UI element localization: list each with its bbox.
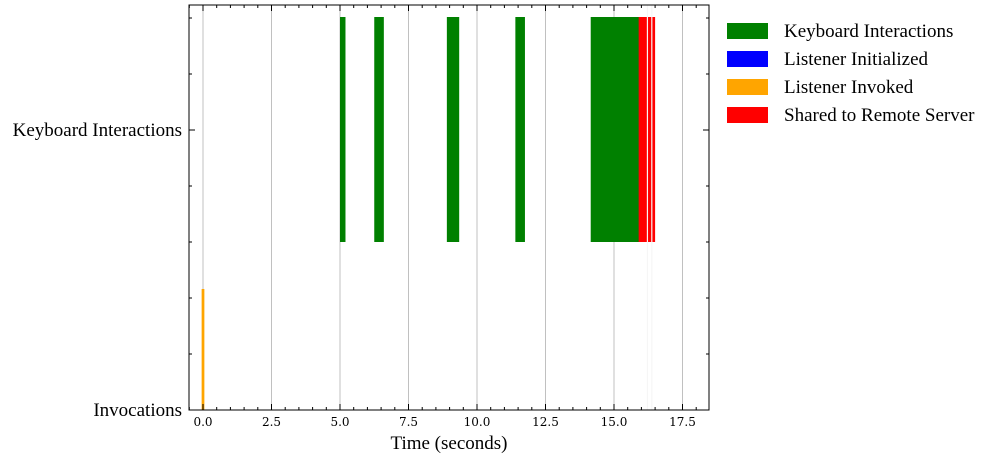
legend-label-1: Listener Initialized [784, 49, 929, 70]
legend-swatch-2 [727, 79, 768, 95]
bar-listener-invoked-0 [201, 289, 205, 410]
x-tick-label-7: 17.5 [669, 415, 696, 429]
x-tick-label-3: 7.5 [399, 415, 418, 429]
legend-label-2: Listener Invoked [784, 77, 914, 98]
legend-swatch-0 [727, 23, 768, 39]
x-axis-label: Time (seconds) [391, 433, 508, 454]
bar-keyboard-interactions-2 [446, 17, 460, 242]
x-tick-label-0: 0.0 [193, 415, 212, 429]
axis-ticks: 0.0 2.5 5.0 7.5 10.0 12.5 15.0 17.5 [188, 5, 697, 429]
x-tick-label-2: 5.0 [330, 415, 349, 429]
x-tick-label-5: 12.5 [532, 415, 559, 429]
legend-label-0: Keyboard Interactions [784, 21, 953, 42]
legend-swatch-3 [727, 107, 768, 123]
bar-keyboard-interactions-3 [515, 17, 525, 242]
legend-swatch-1 [727, 51, 768, 67]
legend: Keyboard Interactions Listener Initialize… [727, 21, 975, 126]
y-tick-label-1: Keyboard Interactions [13, 120, 182, 141]
y-axis-ticks: Invocations Keyboard Interactions [13, 17, 709, 421]
bar-keyboard-interactions-1 [374, 17, 384, 242]
x-tick-label-6: 15.0 [601, 415, 628, 429]
bar-keyboard-interactions-0 [340, 17, 346, 242]
legend-label-3: Shared to Remote Server [784, 105, 975, 126]
x-tick-label-1: 2.5 [262, 415, 281, 429]
event-bars [201, 5, 656, 410]
plot-frame [188, 4, 710, 411]
x-tick-label-4: 10.0 [464, 415, 491, 429]
y-tick-label-0: Invocations [93, 400, 182, 421]
